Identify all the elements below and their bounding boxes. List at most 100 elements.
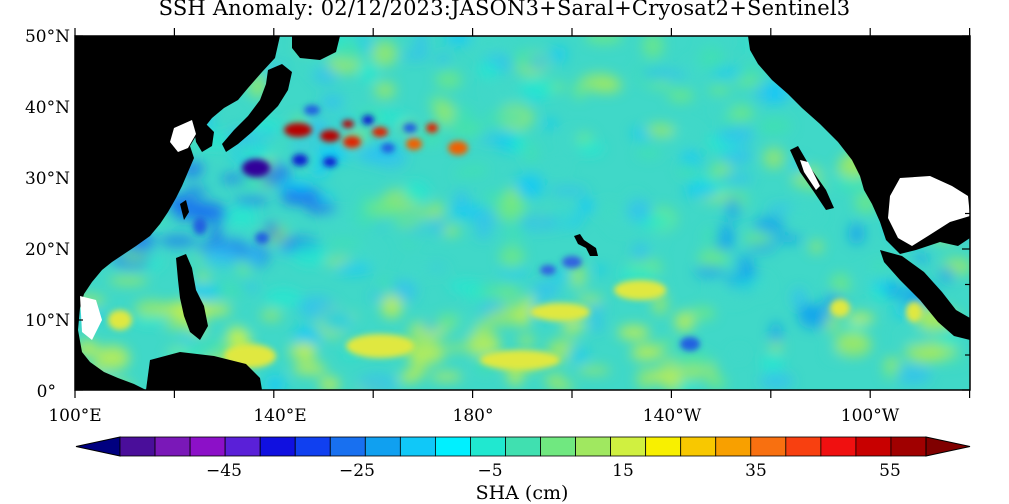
land-hawaii — [574, 234, 598, 256]
colorbar-segment — [329, 436, 366, 457]
land-taiwan — [180, 200, 189, 220]
colorbar-tick-label: −45 — [206, 461, 242, 481]
texture-blob — [871, 261, 889, 271]
colorbar-tick-label: 35 — [745, 461, 767, 481]
texture-blob — [517, 305, 531, 328]
texture-blob — [473, 321, 494, 339]
texture-blob — [630, 348, 663, 360]
colorbar-segment — [610, 436, 647, 457]
colorbar-tick-label: 15 — [612, 461, 634, 481]
texture-blob — [524, 142, 539, 164]
yellow-band — [108, 310, 132, 330]
texture-blob — [791, 287, 807, 309]
texture-blob — [373, 81, 396, 99]
texture-blob — [523, 203, 554, 213]
texture-blob — [395, 216, 421, 230]
texture-blob — [529, 54, 549, 71]
texture-blob — [690, 305, 716, 321]
texture-blob — [430, 372, 463, 381]
texture-blob — [519, 77, 554, 100]
texture-blob — [768, 342, 784, 352]
texture-blob — [893, 364, 932, 386]
land-asia — [75, 36, 280, 390]
texture-blob — [798, 306, 830, 330]
texture-blob — [836, 331, 869, 348]
texture-blob — [698, 248, 729, 270]
texture-blob — [830, 273, 851, 295]
yellow-band — [906, 302, 922, 322]
texture-blob — [210, 283, 249, 298]
texture-blob — [617, 267, 657, 283]
texture-blob — [209, 221, 224, 247]
lat-label: 40°N — [25, 98, 70, 118]
texture-blob — [270, 144, 290, 160]
land-indonesia — [146, 352, 262, 390]
texture-blob — [549, 186, 589, 196]
texture-blob — [371, 40, 398, 67]
lon-axis: 100°E 140°E 180° 140°W 100°W — [48, 406, 899, 426]
texture-blob — [280, 187, 299, 205]
colorbar-tick-labels: −45 −25 −5 15 35 55 — [206, 461, 901, 481]
yellow-band — [830, 299, 850, 317]
texture-blob — [415, 265, 448, 276]
texture-blob — [233, 196, 269, 206]
lon-label: 100°E — [48, 406, 101, 426]
texture-blob — [649, 367, 684, 385]
texture-blob — [626, 198, 652, 223]
colorbar-segment — [785, 436, 822, 457]
texture-blob — [760, 353, 785, 373]
colorbar-segment — [645, 436, 682, 457]
texture-blob — [639, 67, 672, 80]
texture-blob — [444, 343, 467, 353]
texture-blob — [453, 190, 469, 208]
texture-blob — [435, 313, 464, 329]
texture-blob — [306, 203, 338, 215]
land-sakhalin — [292, 36, 340, 60]
texture-blob — [95, 345, 130, 371]
texture-blob — [846, 321, 866, 334]
kuroshio-low-2 — [323, 157, 337, 167]
texture-blob — [707, 85, 731, 95]
colorbar-title: SHA (cm) — [476, 482, 569, 504]
colorbar-segment — [189, 436, 226, 457]
texture-blob — [134, 300, 168, 318]
texture-blob — [769, 321, 783, 345]
texture-blob — [435, 70, 462, 89]
texture-blob — [753, 215, 786, 234]
texture-blob — [733, 77, 763, 87]
texture-blob — [717, 222, 735, 247]
texture-blob — [913, 253, 929, 265]
lat-label: 0° — [37, 382, 56, 402]
texture-blob — [146, 258, 163, 270]
texture-blob — [684, 58, 705, 84]
texture-blob — [514, 172, 545, 198]
yellow-band — [614, 280, 666, 300]
texture-blob — [572, 81, 586, 100]
texture-blob — [197, 271, 210, 284]
texture-blob — [357, 373, 397, 390]
texture-blob — [372, 111, 403, 123]
texture-blob — [448, 118, 484, 139]
texture-blob — [339, 95, 368, 119]
kuroshio-low-3 — [403, 123, 417, 133]
texture-blob — [544, 372, 566, 389]
texture-blob — [358, 60, 380, 84]
texture-blob — [543, 160, 570, 171]
kuroshio-low-1 — [242, 159, 270, 177]
kuroshio-high-2 — [426, 123, 438, 133]
lon-label: 100°W — [841, 406, 900, 426]
gulf-of-mexico — [888, 176, 970, 246]
colorbar-segment — [540, 436, 576, 457]
texture-blob — [698, 45, 725, 71]
texture-blob — [593, 78, 623, 94]
colorbar-segment — [434, 436, 471, 457]
texture-blob — [631, 242, 649, 262]
texture-blob — [291, 242, 328, 267]
texture-blob — [883, 357, 901, 368]
texture-blob — [477, 61, 501, 80]
land-philippines — [176, 254, 208, 340]
texture-blob — [509, 134, 527, 154]
texture-blob — [504, 226, 524, 243]
texture-blob — [448, 279, 484, 294]
texture-blob — [698, 37, 732, 47]
